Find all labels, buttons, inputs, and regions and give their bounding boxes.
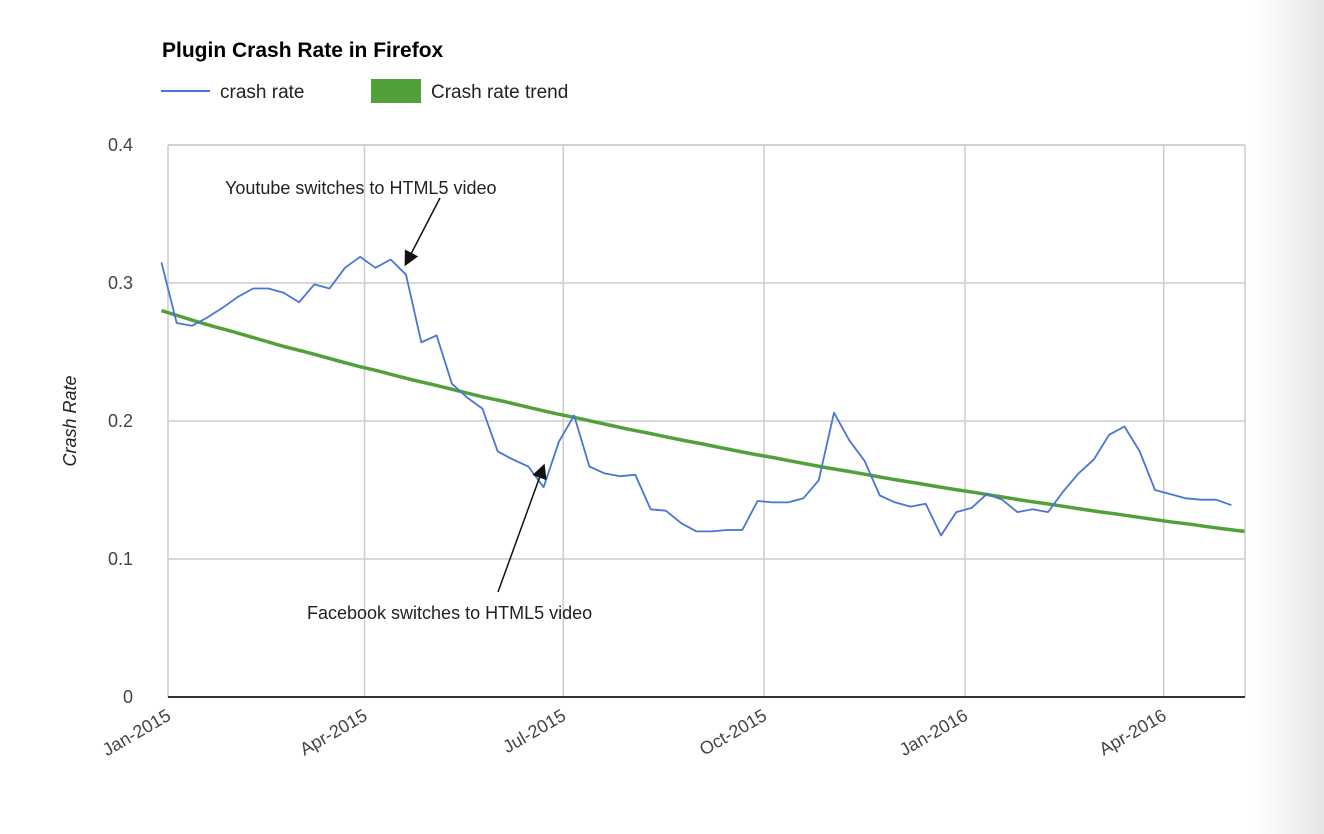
x-tick-label: Oct-2015 — [696, 705, 770, 759]
y-tick-label: 0.3 — [108, 273, 133, 293]
y-tick-label: 0.2 — [108, 411, 133, 431]
x-tick-label: Jan-2016 — [896, 705, 971, 760]
y-axis-label: Crash Rate — [60, 375, 80, 466]
annotation-arrow — [404, 197, 441, 267]
chart-title: Plugin Crash Rate in Firefox — [162, 39, 444, 62]
annotation-arrow — [497, 463, 547, 593]
tick-labels: 0 0.1 0.2 0.3 0.4 Jan-2015 Apr-2015 Jul-2015 Oct… — [99, 135, 1170, 760]
legend-label-crash-rate: crash rate — [220, 82, 304, 103]
x-tick-label: Jul-2015 — [499, 705, 569, 757]
annotations: Youtube switches to HTML5 video Facebook … — [225, 178, 592, 623]
annotation-text: Facebook switches to HTML5 video — [307, 603, 592, 623]
y-tick-label: 0 — [123, 687, 133, 707]
y-tick-label: 0.4 — [108, 135, 133, 155]
y-tick-label: 0.1 — [108, 549, 133, 569]
gridlines — [167, 144, 1246, 698]
annotation-text: Youtube switches to HTML5 video — [225, 178, 497, 198]
legend-swatch-trend — [371, 79, 421, 103]
window-edge-shadow — [1254, 0, 1324, 834]
legend-label-trend: Crash rate trend — [431, 82, 568, 103]
trend-line — [160, 308, 1245, 534]
x-tick-label: Apr-2015 — [296, 705, 370, 759]
crash-rate-line — [160, 255, 1232, 537]
legend: crash rate Crash rate trend — [161, 79, 568, 103]
x-tick-label: Jan-2015 — [99, 705, 174, 760]
x-tick-label: Apr-2016 — [1096, 705, 1170, 759]
series — [160, 255, 1245, 537]
